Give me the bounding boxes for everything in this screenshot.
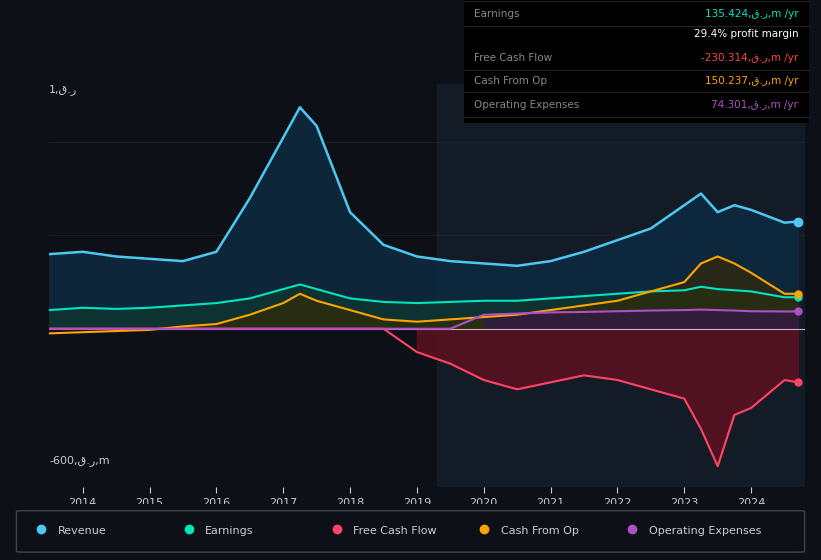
Text: Operating Expenses: Operating Expenses <box>475 100 580 110</box>
Text: -600,ق.ر,m: -600,ق.ر,m <box>49 455 110 466</box>
Text: 150.237,ق.ر,m /yr: 150.237,ق.ر,m /yr <box>705 76 798 86</box>
Text: 29.4% profit margin: 29.4% profit margin <box>694 29 798 39</box>
Text: Operating Expenses: Operating Expenses <box>649 526 761 536</box>
Text: Revenue: Revenue <box>57 526 106 536</box>
Text: Free Cash Flow: Free Cash Flow <box>353 526 437 536</box>
Text: -230.314,ق.ر,m /yr: -230.314,ق.ر,m /yr <box>701 53 798 63</box>
Text: 74.301,ق.ر,m /yr: 74.301,ق.ر,m /yr <box>712 100 798 110</box>
Text: Earnings: Earnings <box>205 526 254 536</box>
Bar <box>437 84 818 487</box>
Text: 1,ق.ر: 1,ق.ر <box>49 84 77 95</box>
Text: Free Cash Flow: Free Cash Flow <box>475 53 553 63</box>
Text: 135.424,ق.ر,m /yr: 135.424,ق.ر,m /yr <box>704 10 798 20</box>
Text: Earnings: Earnings <box>475 10 520 20</box>
Text: Cash From Op: Cash From Op <box>501 526 579 536</box>
Text: Cash From Op: Cash From Op <box>475 76 548 86</box>
